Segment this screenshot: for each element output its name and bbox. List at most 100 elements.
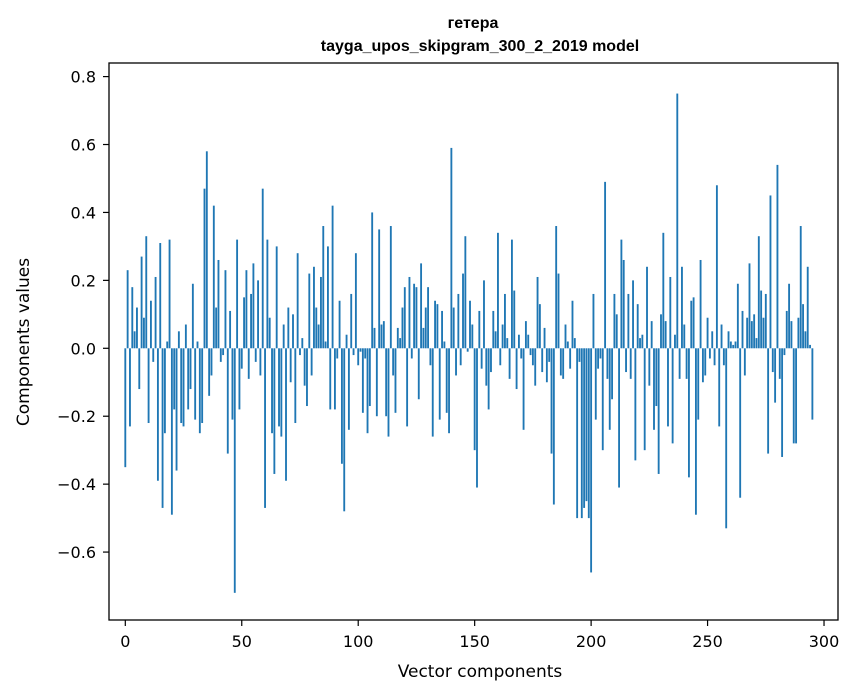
bar-271 [755, 338, 758, 349]
bar-143 [457, 293, 460, 349]
bar-166 [511, 239, 513, 349]
bar-209 [611, 348, 614, 400]
bar-265 [741, 310, 744, 349]
bar-195 [578, 348, 581, 362]
bar-200 [590, 348, 593, 573]
bar-172 [524, 321, 527, 349]
bar-81 [313, 266, 315, 349]
x-tick-label: 200 [576, 632, 607, 651]
bar-179 [541, 348, 544, 373]
bar-242 [688, 348, 690, 478]
bar-246 [697, 348, 700, 420]
bar-290 [799, 226, 802, 349]
bar-211 [615, 314, 618, 349]
bar-26 [184, 324, 187, 349]
bar-114 [389, 226, 392, 349]
bar-88 [329, 348, 332, 410]
bar-12 [152, 348, 155, 362]
bar-103 [364, 348, 367, 359]
bar-34 [203, 188, 206, 349]
bar-154 [483, 280, 485, 349]
y-tick-label: 0.0 [71, 339, 96, 358]
bar-38 [212, 205, 215, 349]
bar-60 [264, 348, 266, 508]
bar-184 [552, 348, 555, 505]
y-tick-label: 0.6 [71, 136, 96, 155]
bar-86 [324, 341, 327, 349]
bar-17 [163, 348, 166, 434]
bar-18 [166, 341, 169, 349]
bar-72 [292, 314, 294, 349]
bar-188 [562, 348, 565, 379]
bar-97 [350, 293, 353, 349]
bar-78 [306, 348, 308, 407]
bar-249 [704, 348, 707, 376]
bar-284 [785, 310, 788, 349]
bar-219 [634, 348, 637, 461]
bar-248 [701, 348, 704, 383]
bar-158 [492, 310, 495, 349]
bar-210 [613, 293, 616, 349]
bar-118 [399, 338, 402, 349]
bar-243 [690, 300, 693, 349]
bar-62 [268, 317, 271, 349]
bar-198 [585, 348, 588, 502]
x-tick-label: 300 [809, 632, 840, 651]
bar-102 [361, 348, 364, 413]
bar-162 [501, 324, 504, 349]
bar-170 [520, 348, 523, 359]
bar-215 [625, 348, 627, 373]
bar-46 [231, 348, 234, 420]
bar-263 [736, 283, 739, 349]
bar-121 [406, 348, 409, 427]
bar-77 [303, 348, 306, 386]
bar-22 [175, 348, 178, 471]
bar-224 [646, 266, 648, 349]
bar-264 [739, 348, 742, 498]
bar-33 [201, 348, 204, 424]
bar-36 [208, 348, 211, 396]
bar-245 [694, 348, 697, 515]
bar-260 [729, 341, 732, 349]
bar-207 [606, 348, 609, 379]
bar-217 [629, 348, 632, 379]
bar-47 [233, 348, 236, 593]
bar-236 [674, 334, 676, 349]
bar-213 [620, 239, 623, 349]
bar-180 [543, 327, 546, 349]
bar-122 [408, 276, 411, 349]
bar-186 [557, 273, 560, 349]
bar-133 [434, 300, 436, 349]
bar-185 [555, 226, 558, 349]
bar-254 [715, 185, 718, 349]
bar-157 [490, 348, 492, 373]
bar-87 [327, 246, 329, 349]
bar-238 [678, 348, 681, 379]
bar-153 [480, 348, 483, 369]
bar-132 [431, 348, 434, 437]
bar-167 [513, 290, 516, 349]
bar-50 [240, 348, 243, 369]
bar-183 [550, 348, 553, 454]
bar-83 [317, 324, 320, 349]
bar-43 [224, 270, 227, 349]
bar-259 [727, 331, 730, 349]
bar-212 [618, 348, 620, 488]
y-tick-label: −0.6 [57, 543, 96, 562]
x-tick-label: 150 [459, 632, 490, 651]
bar-127 [420, 263, 423, 349]
bar-24 [180, 348, 183, 424]
bar-226 [650, 321, 653, 349]
bar-101 [359, 348, 362, 352]
bar-171 [522, 348, 525, 430]
bar-262 [734, 341, 737, 349]
y-tick-label: 0.8 [71, 68, 96, 87]
bar-117 [396, 327, 399, 349]
bar-44 [226, 348, 229, 454]
bar-134 [436, 304, 439, 349]
bar-115 [392, 348, 395, 376]
bar-126 [417, 348, 420, 400]
bar-16 [161, 348, 164, 508]
bar-106 [371, 212, 374, 349]
